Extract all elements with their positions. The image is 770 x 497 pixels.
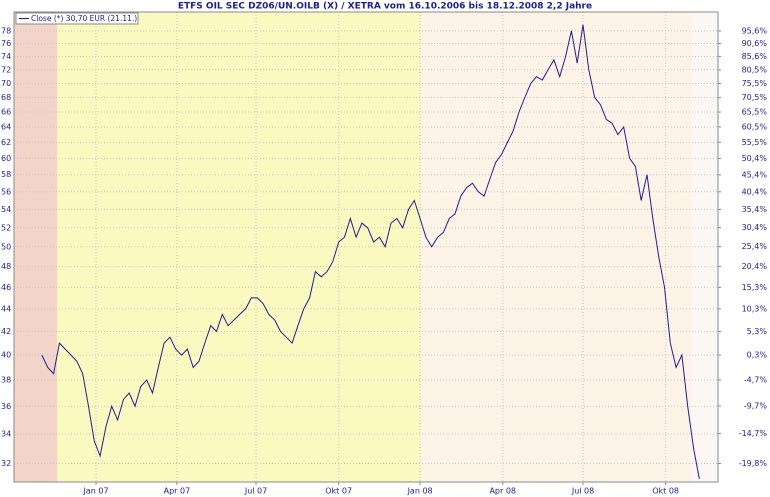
y2-tick-label: 45,4% [742, 170, 768, 179]
y-tick-label: 46 [1, 283, 11, 292]
y-tick-label: 74 [1, 52, 11, 61]
y-tick-label: 72 [1, 65, 11, 74]
y2-tick-label: 95,6% [742, 26, 768, 35]
y2-tick-label: 20,4% [742, 262, 768, 271]
y2-tick-label: 35,4% [742, 205, 768, 214]
x-tick-label: Okt 08 [652, 487, 679, 496]
y-tick-label: 54 [1, 205, 11, 214]
y2-tick-label: 10,3% [742, 304, 768, 313]
y-tick-label: 32 [1, 459, 11, 468]
y-tick-label: 62 [1, 138, 11, 147]
bg-2008 [421, 12, 691, 482]
x-tick-label: Jul 08 [571, 487, 594, 496]
y2-tick-label: 0,3% [747, 351, 768, 360]
x-tick-label: Apr 08 [489, 487, 516, 496]
y-tick-label: 58 [1, 170, 11, 179]
y2-tick-label: 30,4% [742, 223, 768, 232]
y-tick-label: 60 [1, 154, 11, 163]
y2-tick-label: -9,7% [744, 401, 768, 410]
y-tick-label: 56 [1, 187, 11, 196]
y2-tick-label: 65,5% [742, 108, 768, 117]
y-tick-label: 40 [1, 351, 11, 360]
legend-box [15, 12, 139, 25]
y2-tick-label: 70,5% [742, 93, 768, 102]
x-tick-label: Jul 07 [244, 487, 267, 496]
x-tick-label: Jan 07 [83, 487, 109, 496]
y-tick-label: 64 [1, 122, 11, 131]
grid [14, 12, 718, 482]
y2-tick-label: 40,4% [742, 187, 768, 196]
price-line [41, 24, 700, 479]
y2-tick-label: 55,5% [742, 138, 768, 147]
y2-tick-label: 5,3% [747, 327, 768, 336]
y-tick-label: 38 [1, 376, 11, 385]
y2-tick-label: -4,7% [744, 375, 768, 384]
y2-tick-label: 85,6% [742, 52, 768, 61]
y-tick-label: 68 [1, 93, 11, 102]
y2-tick-label: 25,4% [742, 242, 768, 251]
y-tick-label: 70 [1, 79, 11, 88]
y-tick-label: 76 [1, 39, 11, 48]
y2-tick-label: 80,5% [742, 65, 768, 74]
y2-tick-label: -19,8% [739, 459, 768, 468]
y-tick-label: 44 [1, 304, 11, 313]
x-tick-label: Jan 08 [407, 487, 433, 496]
x-tick-label: Apr 07 [164, 487, 191, 496]
y2-tick-label: 75,5% [742, 79, 768, 88]
y-tick-label: 48 [1, 262, 11, 271]
chart-title: ETFS OIL SEC DZ06/UN.OILB (X) / XETRA vo… [178, 2, 592, 12]
legend-label: Close (*) 30,70 EUR (21.11.) [31, 14, 137, 23]
y2-tick-label: 50,4% [742, 154, 768, 163]
y-tick-label: 66 [1, 108, 11, 117]
y2-tick-label: 15,3% [742, 283, 768, 292]
y-tick-label: 34 [1, 430, 11, 439]
y2-tick-label: 90,6% [742, 39, 768, 48]
y-tick-label: 78 [1, 26, 11, 35]
y2-tick-label: -14,7% [739, 429, 768, 438]
y-tick-label: 42 [1, 327, 11, 336]
x-tick-label: Okt 07 [325, 487, 352, 496]
y2-tick-label: 60,5% [742, 122, 768, 131]
y-tick-label: 52 [1, 223, 11, 232]
y-tick-label: 50 [1, 242, 11, 251]
y-tick-label: 36 [1, 402, 11, 411]
